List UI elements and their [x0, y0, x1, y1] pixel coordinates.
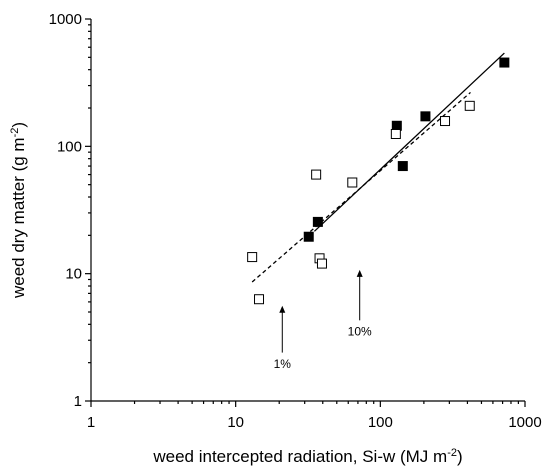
fit-line-dashed	[251, 91, 471, 283]
x-tick-label: 1000	[508, 414, 541, 431]
open-square-point	[347, 177, 358, 188]
y-tick-label: 10	[65, 266, 82, 283]
y-axis-title: weed dry matter (g m-2)	[9, 122, 28, 299]
annotation-label: 10%	[348, 325, 372, 339]
filled-square-point	[420, 111, 431, 122]
x-tick-label: 1	[87, 414, 95, 431]
filled-square-point	[303, 231, 314, 242]
filled-square-point	[499, 57, 510, 68]
annotation-label: 1%	[274, 357, 292, 371]
open-square-point	[464, 100, 475, 111]
filled-square-point	[397, 161, 408, 172]
y-tick-label: 1	[74, 393, 82, 410]
x-axis-title: weed intercepted radiation, Si-w (MJ m-2…	[152, 447, 462, 466]
fit-lines	[251, 52, 505, 283]
open-square-point	[254, 294, 265, 305]
x-tick-label: 10	[227, 414, 244, 431]
y-tick-label: 100	[57, 138, 82, 155]
annotations: 1% 10%	[274, 269, 372, 371]
fit-line-solid	[313, 52, 505, 232]
open-square-point	[311, 169, 322, 180]
axis-titles: weed intercepted radiation, Si-w (MJ m-2…	[9, 122, 463, 466]
open-square-point	[247, 252, 258, 263]
axes: 1 10 100 1000 1 10 100 1000	[49, 11, 542, 431]
arrowhead	[356, 269, 363, 277]
filled-square-point	[391, 120, 402, 131]
open-square-point	[390, 128, 401, 139]
y-tick-label: 1000	[49, 11, 82, 28]
x-tick-label: 100	[368, 414, 393, 431]
filled-square-point	[312, 216, 323, 227]
open-square-point	[440, 116, 451, 127]
data-points	[247, 57, 510, 305]
arrowhead	[279, 305, 286, 313]
open-square-point	[316, 258, 327, 269]
